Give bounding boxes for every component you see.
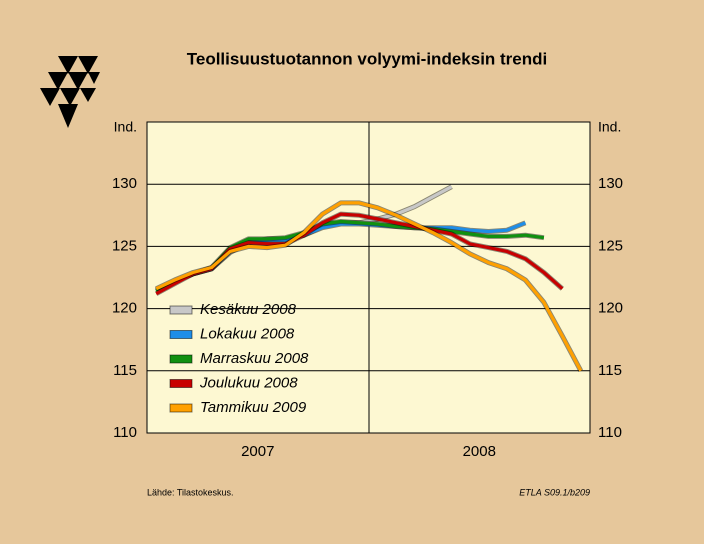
y2-unit-label: Ind. bbox=[598, 119, 621, 135]
legend-swatch bbox=[169, 403, 193, 413]
y2-tick-label: 130 bbox=[598, 175, 623, 192]
y-tick-label: 115 bbox=[113, 362, 137, 379]
logo bbox=[40, 56, 100, 128]
code: ETLA S09.1/b209 bbox=[519, 487, 590, 497]
series-line bbox=[155, 201, 583, 372]
y2-tick-label: 110 bbox=[598, 424, 622, 441]
legend-label: Kesäkuu 2008 bbox=[200, 301, 297, 318]
legend-swatch bbox=[169, 330, 193, 339]
y2-tick-label: 120 bbox=[598, 300, 623, 317]
x-group-label: 2007 bbox=[241, 443, 274, 460]
legend-label: Tammikuu 2009 bbox=[200, 399, 307, 416]
x-group-label: 2008 bbox=[463, 443, 496, 460]
y2-tick-label: 125 bbox=[598, 237, 623, 254]
chart-title: Teollisuustuotannon volyymi-indeksin tre… bbox=[187, 49, 548, 68]
y-unit-label: Ind. bbox=[114, 119, 137, 135]
legend-label: Marraskuu 2008 bbox=[200, 350, 309, 367]
source: Lähde: Tilastokeskus. bbox=[147, 487, 234, 497]
legend-label: Lokakuu 2008 bbox=[200, 325, 295, 342]
legend-swatch bbox=[169, 379, 193, 388]
legend-swatch bbox=[169, 305, 193, 315]
y-tick-label: 125 bbox=[112, 237, 137, 254]
y2-tick-label: 115 bbox=[598, 362, 622, 379]
y-tick-label: 110 bbox=[113, 424, 137, 441]
legend-label: Joulukuu 2008 bbox=[199, 374, 298, 391]
y-tick-label: 120 bbox=[112, 300, 137, 317]
legend-swatch bbox=[169, 354, 193, 364]
y-tick-label: 130 bbox=[112, 175, 137, 192]
